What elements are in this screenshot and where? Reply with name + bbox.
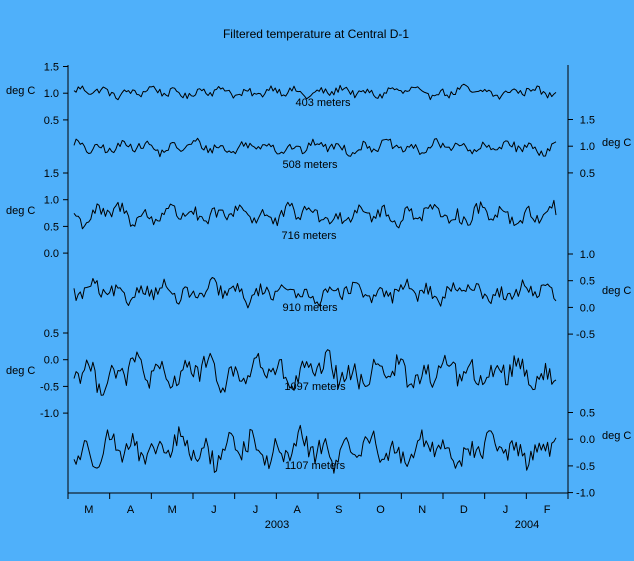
y-tick-label: 0.0 — [44, 355, 59, 367]
panel-1107-meters: 0.5 0.0 -0.5 -1.0 deg C 1107 meters — [73, 408, 631, 500]
series-label: 508 meters — [282, 159, 338, 171]
y-tick-label: 1.5 — [44, 168, 59, 180]
y-tick-label: 0.5 — [44, 328, 59, 340]
x-tick-label: A — [127, 504, 135, 516]
panel-716-meters: 1.5 1.0 0.5 0.0 deg C 716 meters — [6, 168, 557, 260]
y-tick-label: 0.5 — [44, 115, 59, 127]
y-unit-label: deg C — [6, 365, 35, 377]
y-tick-label: 1.0 — [44, 88, 59, 100]
x-tick-label: J — [503, 504, 509, 516]
x-axis: M A M J J A S O N D J F 2003 2004 — [67, 493, 569, 531]
x-tick-label: A — [293, 504, 301, 516]
panel-1097-meters: 0.5 0.0 -0.5 -1.0 deg C 1097 meters — [6, 328, 557, 420]
y-tick-label: 1.5 — [580, 115, 595, 127]
series-label: 716 meters — [281, 230, 337, 242]
y-unit-label: deg C — [6, 205, 35, 217]
year-label: 2004 — [515, 519, 539, 531]
x-tick-label: D — [460, 504, 468, 516]
y-tick-label: -0.5 — [576, 461, 595, 473]
series-label: 1107 meters — [285, 460, 346, 472]
x-tick-label: F — [544, 504, 551, 516]
y-tick-label: -0.5 — [576, 329, 595, 341]
y-tick-label: 0.0 — [580, 302, 595, 314]
series-line — [73, 83, 557, 101]
series-line — [73, 349, 557, 396]
panels: 1.5 1.0 0.5 deg C 403 meters 1.5 1.0 0.5 deg C 50… — [6, 62, 631, 500]
panel-508-meters: 1.5 1.0 0.5 deg C 508 meters — [73, 115, 631, 180]
y-tick-label: 1.0 — [580, 249, 595, 261]
series-line — [73, 424, 557, 474]
y-tick-label: 1.0 — [580, 141, 595, 153]
series-line — [73, 277, 557, 309]
x-tick-label: J — [211, 504, 217, 516]
y-unit-label: deg C — [602, 137, 631, 149]
y-tick-label: 1.0 — [44, 195, 59, 207]
x-tick-label: M — [168, 504, 177, 516]
x-tick-label: J — [253, 504, 259, 516]
y-tick-label: -1.0 — [40, 408, 59, 420]
series-line — [73, 199, 557, 230]
y-unit-label: deg C — [602, 430, 631, 442]
series-label: 403 meters — [295, 97, 351, 109]
year-label: 2003 — [265, 519, 289, 531]
series-line — [73, 137, 557, 158]
y-tick-label: 0.0 — [44, 248, 59, 260]
y-tick-label: 1.5 — [44, 62, 59, 74]
y-tick-label: 0.5 — [580, 168, 595, 180]
y-tick-label: 0.0 — [580, 434, 595, 446]
y-tick-label: 0.5 — [580, 408, 595, 420]
panel-403-meters: 1.5 1.0 0.5 deg C 403 meters — [6, 62, 557, 127]
panel-910-meters: 1.0 0.5 0.0 -0.5 deg C 910 meters — [73, 249, 631, 341]
chart-title: Filtered temperature at Central D-1 — [223, 27, 409, 41]
x-tick-label: N — [418, 504, 426, 516]
y-tick-label: -1.0 — [576, 488, 595, 500]
y-tick-label: -0.5 — [40, 381, 59, 393]
series-label: 1097 meters — [284, 381, 346, 393]
x-tick-label: M — [84, 504, 93, 516]
series-label: 910 meters — [282, 302, 338, 314]
y-tick-label: 0.5 — [44, 221, 59, 233]
y-unit-label: deg C — [602, 285, 631, 297]
y-unit-label: deg C — [6, 85, 35, 97]
y-tick-label: 0.5 — [580, 276, 595, 288]
x-tick-label: O — [376, 504, 385, 516]
x-tick-label: S — [335, 504, 342, 516]
